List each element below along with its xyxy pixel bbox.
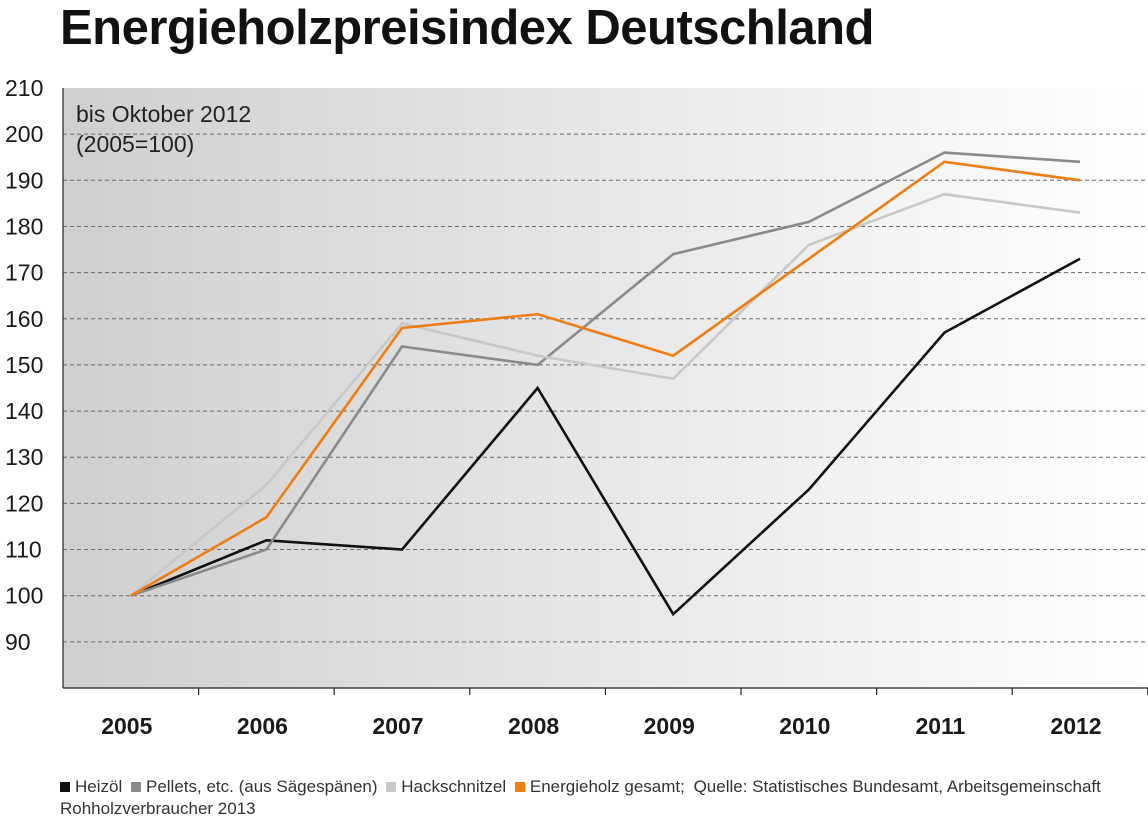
y-tick-label: 120 xyxy=(5,490,43,516)
legend-item: Hackschnitzel xyxy=(386,777,506,796)
legend-swatch xyxy=(386,782,397,792)
legend-swatch xyxy=(60,782,70,792)
chart-annotation: (2005=100) xyxy=(76,131,194,157)
plot-background xyxy=(63,88,1148,688)
source-note: Quelle: Statistisches Bundesamt, Arbeits… xyxy=(60,777,1101,818)
legend-item: Pellets, etc. (aus Sägespänen) xyxy=(130,777,378,796)
line-chart: 90 100 110 120 130 140 150 160 170 180 190 200 210 20… xyxy=(5,75,1148,739)
legend-item: Energieholz gesamt; xyxy=(514,777,685,796)
legend-item: Heizöl xyxy=(60,777,122,796)
x-tick-label: 2009 xyxy=(644,713,695,739)
y-tick-label: 210 xyxy=(5,75,43,101)
legend-swatch xyxy=(130,782,141,792)
x-tick-label: 2005 xyxy=(101,713,152,739)
x-tick-label: 2006 xyxy=(237,713,288,739)
y-tick-label: 200 xyxy=(5,121,43,147)
legend-label: Hackschnitzel xyxy=(401,777,507,796)
x-tick-label: 2011 xyxy=(915,713,965,739)
legend-label: Pellets, etc. (aus Sägespänen) xyxy=(145,777,378,796)
y-tick-label: 100 xyxy=(5,583,43,609)
chart-annotation: bis Oktober 2012 xyxy=(76,101,251,127)
series-line xyxy=(130,257,1081,617)
y-tick-label: 90 xyxy=(5,629,31,655)
y-tick-label: 130 xyxy=(5,444,43,470)
y-tick-label: 170 xyxy=(5,260,43,286)
y-tick-label: 110 xyxy=(5,537,42,563)
y-tick-label: 190 xyxy=(5,167,43,193)
x-tick-label: 2008 xyxy=(508,713,559,739)
x-tick-label: 2010 xyxy=(779,713,830,739)
y-tick-label: 180 xyxy=(5,213,43,239)
legend-label: Heizöl xyxy=(75,777,123,796)
x-tick-label: 2012 xyxy=(1050,713,1101,739)
chart-title: Energieholzpreisindex Deutschland xyxy=(60,1,874,55)
x-tick-label: 2007 xyxy=(372,713,423,739)
y-tick-label: 140 xyxy=(5,398,43,424)
y-tick-label: 150 xyxy=(5,352,43,378)
legend-swatch xyxy=(514,782,525,792)
series-line xyxy=(130,160,1081,597)
y-tick-label: 160 xyxy=(5,306,43,332)
series-line xyxy=(129,192,1081,597)
legend: Heizöl Pellets, etc. (aus Sägespänen) Ha… xyxy=(60,776,1135,820)
series-line xyxy=(130,151,1081,597)
legend-label: Energieholz gesamt; xyxy=(529,777,685,796)
